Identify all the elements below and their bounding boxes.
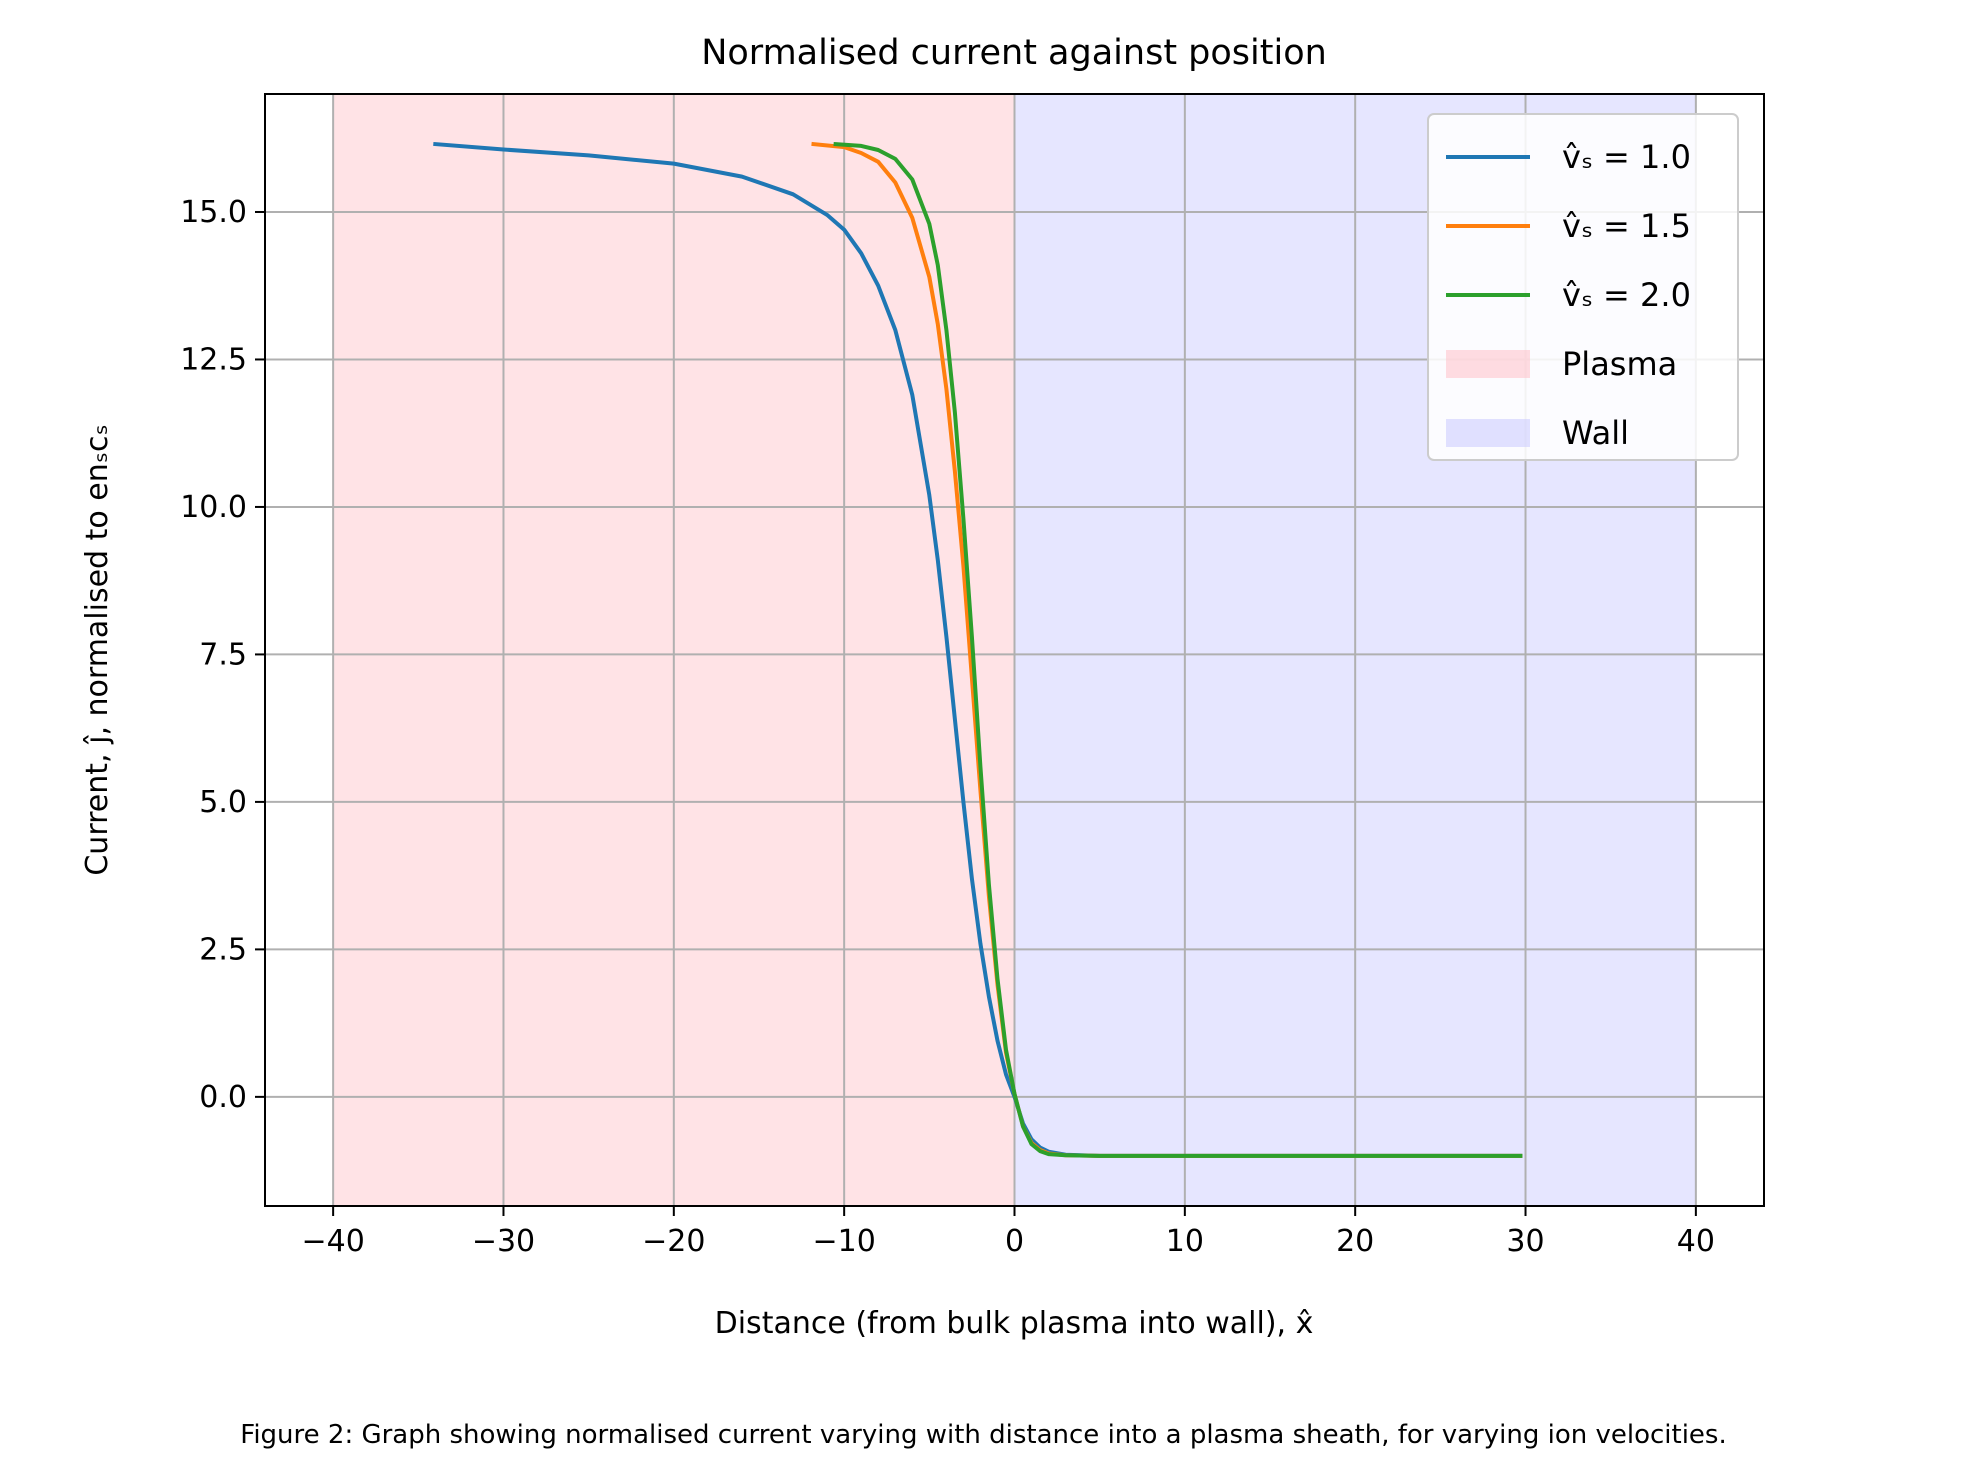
x-axis-label: Distance (from bulk plasma into wall), x… — [715, 1306, 1314, 1341]
x-tick-label: 40 — [1677, 1224, 1715, 1259]
y-tick-label: 10.0 — [180, 490, 247, 525]
y-tick-label: 5.0 — [199, 785, 247, 820]
legend: v̂ₛ = 1.0 v̂ₛ = 1.5 v̂ₛ = 2.0 Plasma Wall — [1427, 113, 1739, 461]
y-tick-label: 12.5 — [180, 342, 247, 377]
x-tick-label: 20 — [1336, 1224, 1374, 1259]
legend-label: Plasma — [1562, 345, 1677, 383]
legend-swatch-patch — [1446, 350, 1530, 378]
x-tick-label: −20 — [642, 1224, 705, 1259]
figure-caption: Figure 2: Graph showing normalised curre… — [240, 1420, 1727, 1450]
series-line-3 — [833, 141, 1523, 1158]
legend-label: Wall — [1562, 414, 1629, 452]
legend-label: v̂ₛ = 2.0 — [1562, 276, 1691, 314]
y-tick-label: 15.0 — [180, 195, 247, 230]
y-axis-label: Current, ĵ, normalised to enₛcₛ — [80, 424, 115, 875]
x-tick-label: −40 — [301, 1224, 364, 1259]
x-tick-label: −30 — [472, 1224, 535, 1259]
chart-title: Normalised current against position — [701, 33, 1327, 73]
y-axis-ticks: 0.0 2.5 5.0 7.5 10.0 12.5 15.0 — [180, 195, 265, 1115]
x-tick-label: 0 — [1005, 1224, 1024, 1259]
series-layer — [433, 141, 1523, 1158]
y-tick-label: 7.5 — [199, 637, 247, 672]
legend-label: v̂ₛ = 1.0 — [1562, 138, 1691, 176]
y-tick-label: 0.0 — [199, 1080, 247, 1115]
y-tick-label: 2.5 — [199, 932, 247, 967]
x-tick-label: 30 — [1506, 1224, 1544, 1259]
legend-label: v̂ₛ = 1.5 — [1562, 207, 1691, 245]
legend-swatch-patch — [1446, 419, 1530, 447]
x-tick-label: 10 — [1166, 1224, 1204, 1259]
x-tick-label: −10 — [813, 1224, 876, 1259]
x-axis-ticks: −40 −30 −20 −10 0 10 20 30 40 — [301, 1206, 1715, 1259]
